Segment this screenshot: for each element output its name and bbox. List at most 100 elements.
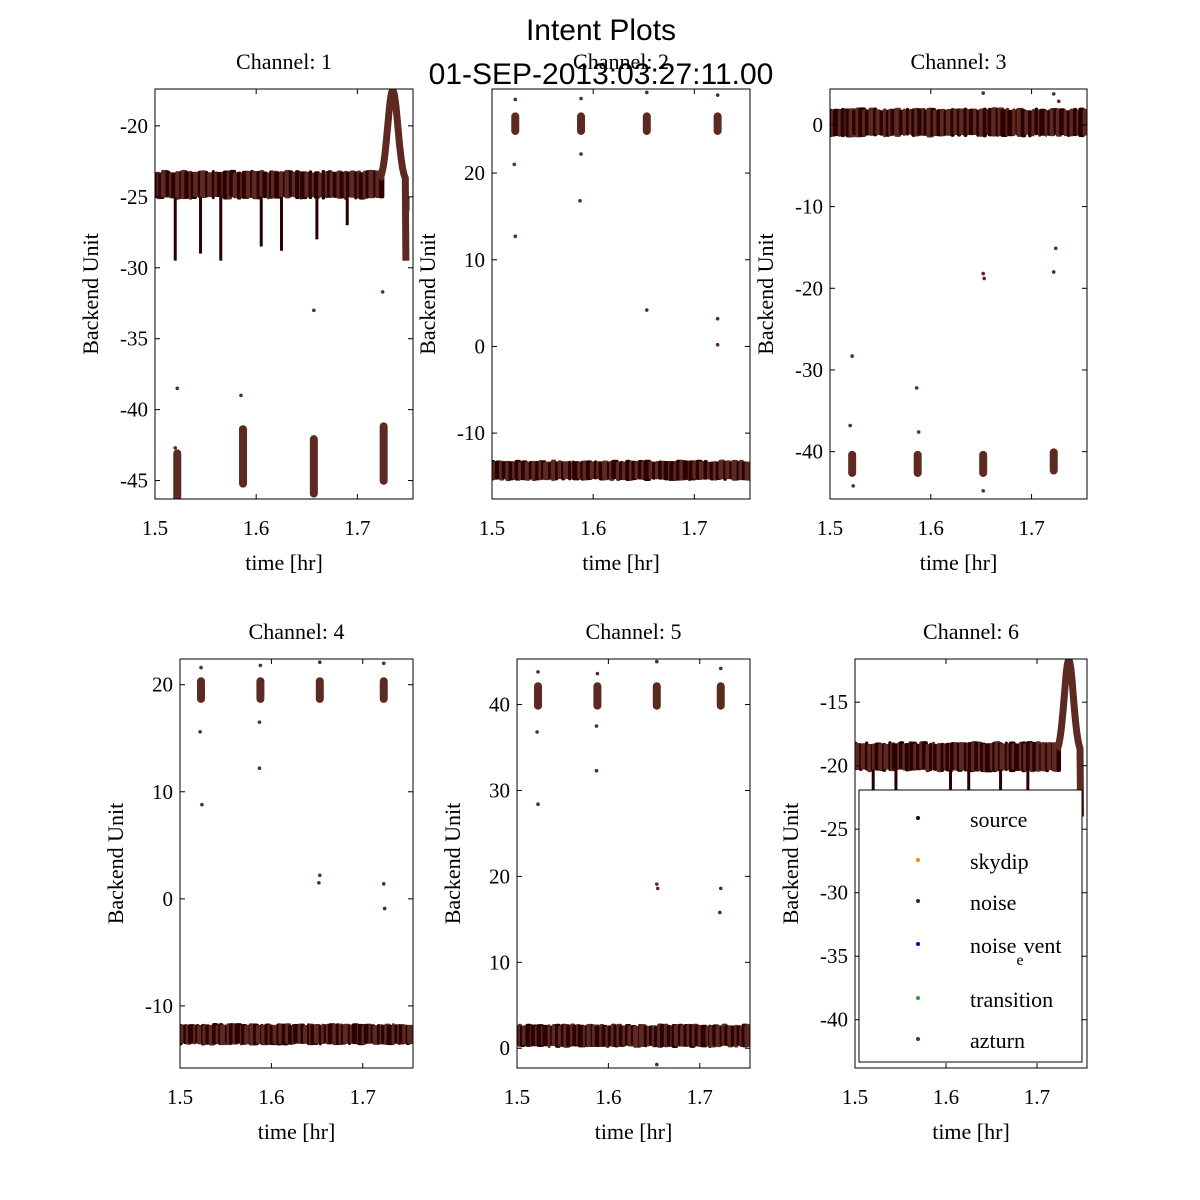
- x-tick-label: 1.7: [681, 516, 707, 540]
- band-mark: [744, 461, 750, 481]
- axes-frame: [491, 88, 751, 500]
- peak-curve: [376, 89, 410, 261]
- y-tick-label: -30: [120, 256, 148, 280]
- y-tick-label: -10: [795, 195, 823, 219]
- legend-box: [858, 789, 1083, 1063]
- cluster-mark: [652, 682, 661, 710]
- y-tick-label: 0: [500, 1036, 511, 1060]
- outlier-point: [718, 666, 723, 671]
- figure-title-line2: 01-SEP-2013:03:27:11.00: [429, 58, 774, 91]
- band-mark: [1072, 107, 1078, 137]
- y-tick-label: -45: [120, 469, 148, 493]
- plot-area: [155, 89, 410, 499]
- band-mark: [318, 172, 323, 198]
- x-tick-label: 1.5: [142, 516, 168, 540]
- band-mark: [963, 107, 968, 137]
- peak-curve: [1053, 659, 1085, 817]
- x-tick-label: 1.5: [479, 516, 505, 540]
- y-tick-label: 20: [464, 161, 485, 185]
- axes-frame: [829, 88, 1088, 500]
- x-axis-label: time [hr]: [245, 550, 323, 575]
- axes-title: Channel: 4: [249, 619, 345, 644]
- y-axis-label: Backend Unit: [440, 803, 465, 925]
- y-tick-label: 40: [489, 693, 510, 717]
- legend-marker-azturn: [916, 1037, 920, 1041]
- outlier-point: [513, 97, 518, 102]
- y-tick-label: -20: [120, 114, 148, 138]
- outlier-point: [258, 663, 263, 668]
- outlier-point: [645, 308, 649, 312]
- outlier-point: [981, 271, 985, 276]
- band-mark: [879, 110, 884, 136]
- outlier-point: [579, 96, 583, 101]
- y-tick-label: -40: [795, 440, 823, 464]
- outlier-point: [200, 802, 204, 807]
- y-axis-label: Backend Unit: [78, 233, 103, 355]
- cluster-mark: [309, 435, 318, 498]
- cluster-mark: [197, 677, 206, 703]
- x-tick-label: 1.6: [595, 1085, 621, 1109]
- band-mark: [643, 1025, 648, 1048]
- plot-area: [180, 660, 413, 1046]
- x-tick-label: 1.7: [1018, 516, 1044, 540]
- outlier-point: [655, 659, 659, 664]
- outlier-point: [318, 873, 322, 878]
- band-mark: [589, 461, 595, 480]
- outlier-point: [198, 730, 202, 734]
- axes-frame: [854, 658, 1088, 1069]
- band-mark: [905, 107, 909, 136]
- outlier-point: [715, 93, 720, 97]
- band-mark: [568, 460, 572, 481]
- x-axis-label: time [hr]: [582, 550, 660, 575]
- axes-title: Channel: 3: [911, 49, 1007, 74]
- cluster-mark: [173, 449, 182, 499]
- x-tick-label: 1.5: [842, 1085, 868, 1109]
- band-mark: [262, 171, 268, 199]
- band-mark: [837, 108, 842, 137]
- axes-title: Channel: 6: [923, 619, 1019, 644]
- band-mark: [658, 460, 663, 480]
- outlier-point: [982, 276, 986, 281]
- outlier-point: [239, 393, 243, 398]
- cluster-mark: [1049, 448, 1058, 475]
- band-mark: [1044, 109, 1048, 137]
- y-tick-label: 0: [475, 334, 486, 358]
- band-mark: [982, 107, 987, 138]
- outlier-point: [981, 91, 985, 95]
- y-tick-label: -40: [120, 398, 148, 422]
- legend-label-noise: noise: [970, 890, 1016, 915]
- axes-channel-3: 1.5 1.6 1.7 0 -10 -20 -30 -40 Channel: 3 time [hr…: [753, 49, 1088, 575]
- legend: source skydip noise noiseevent transition azt…: [858, 789, 1083, 1063]
- band-mark: [278, 171, 284, 198]
- cluster-mark: [642, 112, 651, 135]
- band-mark: [407, 1024, 413, 1045]
- axes-channel-6: 1.5 1.6 1.7 -15 -20 -25 -30 -35 -40 Channel: 6 tim…: [778, 619, 1088, 1144]
- cluster-mark: [713, 112, 722, 135]
- legend-marker-noise: [916, 899, 920, 903]
- cluster-mark: [593, 682, 602, 710]
- outlier-point: [914, 386, 919, 390]
- cluster-mark: [239, 425, 248, 488]
- band-mark: [207, 172, 213, 198]
- band-mark: [602, 460, 609, 481]
- legend-label-azturn: azturn: [970, 1028, 1025, 1053]
- outlier-point: [851, 484, 855, 488]
- y-tick-label: -25: [120, 185, 148, 209]
- y-tick-label: -40: [820, 1008, 848, 1032]
- axes-frame: [179, 658, 414, 1069]
- band-mark: [1012, 108, 1016, 137]
- y-tick-label: -25: [820, 817, 848, 841]
- band-mark: [295, 170, 300, 200]
- x-tick-label: 1.7: [350, 1085, 376, 1109]
- y-tick-label: -20: [795, 276, 823, 300]
- band-mark: [648, 460, 653, 480]
- band-mark: [550, 459, 557, 481]
- y-axis-label: Backend Unit: [415, 233, 440, 355]
- outlier-point: [379, 430, 384, 435]
- y-tick-label: -10: [457, 421, 485, 445]
- x-tick-label: 1.6: [933, 1085, 959, 1109]
- outlier-point: [381, 882, 386, 886]
- outlier-point: [312, 308, 316, 313]
- outlier-point: [595, 671, 600, 676]
- x-tick-label: 1.6: [918, 516, 944, 540]
